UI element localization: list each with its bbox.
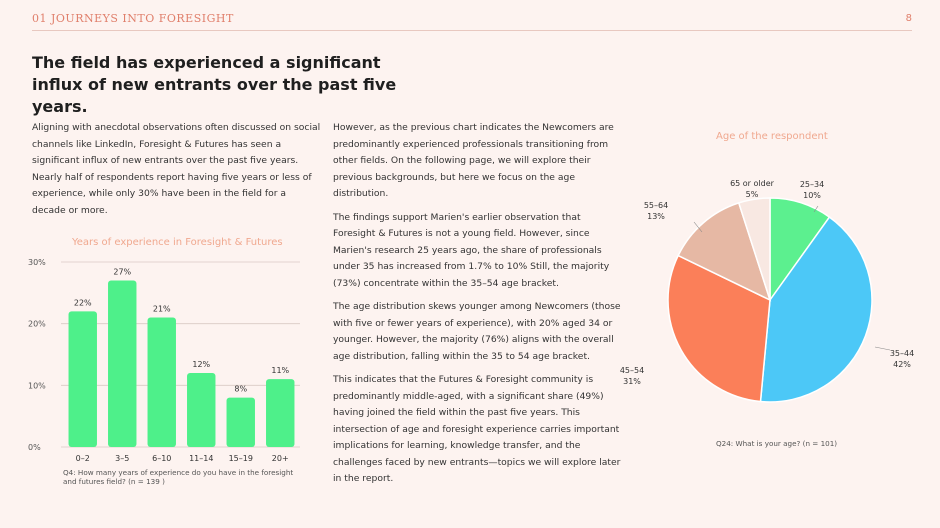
bar-ytick-label: 30% — [28, 258, 46, 267]
bar-chart-title: Years of experience in Foresight & Futur… — [72, 237, 283, 248]
pie-slice-label: 65 or older 5% — [730, 179, 775, 199]
bar-ytick-label: 0% — [28, 443, 41, 452]
pie-label-name: 25–34 — [800, 180, 824, 189]
pie-label-value: 31% — [623, 377, 641, 386]
pie-label-value: 13% — [647, 212, 665, 221]
middle-paragraph-3: The age distribution skews younger among… — [333, 301, 621, 362]
bar-category-label: 11–14 — [189, 454, 213, 463]
pie-slice-label: 45–54 31% — [620, 366, 644, 386]
pie-label-name: 65 or older — [730, 179, 775, 188]
pie-chart-title: Age of the respondent — [716, 131, 828, 142]
middle-paragraph-1: However, as the previous chart indicates… — [333, 122, 614, 199]
pie-slice-2 — [667, 254, 771, 403]
bar-0 — [68, 311, 97, 447]
bar-chart: 0% 10% 20% 30% 22% 0–2 27% 3–5 21% 6–10 12% 11–14 8%… — [28, 258, 300, 463]
section-label: 01 JOURNEYS INTO FORESIGHT — [32, 12, 234, 25]
page-headline: The field has experienced a significant … — [32, 53, 397, 116]
pie-label-name: 55–64 — [644, 201, 668, 210]
bar-value-label: 12% — [192, 360, 210, 369]
pie-chart-caption: Q24: What is your age? (n = 101) — [716, 439, 838, 448]
bar-3 — [187, 373, 216, 447]
bar-value-label: 21% — [153, 305, 171, 314]
page-number: 8 — [905, 13, 912, 24]
pie-leader-line — [874, 346, 891, 351]
bar-value-label: 8% — [234, 385, 247, 394]
bar-category-label: 0–2 — [76, 454, 90, 463]
bar-value-label: 27% — [113, 268, 131, 277]
bar-chart-caption: Q4: How many years of experience do you … — [63, 468, 294, 486]
pie-label-name: 45–54 — [620, 366, 644, 375]
pie-slice-label: 35–44 42% — [890, 349, 914, 369]
bar-ytick-label: 10% — [28, 381, 46, 390]
bar-4 — [226, 397, 255, 447]
bar-1 — [108, 280, 137, 447]
middle-paragraph-2: The findings support Marien's earlier ob… — [333, 211, 610, 289]
middle-column: However, as the previous chart indicates… — [333, 120, 623, 495]
middle-paragraph-4: This indicates that the Futures & Foresi… — [333, 374, 621, 484]
pie-slice-4 — [737, 197, 771, 301]
pie-leader-line — [813, 205, 819, 213]
bar-category-label: 15–19 — [229, 454, 253, 463]
bar-category-label: 6–10 — [152, 454, 171, 463]
pie-leader-line — [693, 221, 703, 233]
pie-chart: 25–34 10% 35–44 42% 45–54 31% 55–64 13% 65 or ol… — [620, 179, 914, 403]
pie-slice-label: 55–64 13% — [644, 201, 668, 221]
bar-value-label: 11% — [271, 366, 289, 375]
left-column: Aligning with anecdotal observations oft… — [32, 120, 322, 219]
pie-label-value: 10% — [803, 191, 821, 200]
pie-label-value: 42% — [893, 360, 911, 369]
bar-5 — [266, 379, 295, 447]
bar-ytick-label: 20% — [28, 320, 46, 329]
bar-value-label: 22% — [74, 298, 92, 307]
pie-slice-1 — [759, 216, 873, 403]
pie-label-value: 5% — [746, 190, 759, 199]
left-paragraph: Aligning with anecdotal observations oft… — [32, 122, 321, 216]
bar-category-label: 3–5 — [115, 454, 129, 463]
pie-slice-label: 25–34 10% — [800, 180, 824, 200]
bar-2 — [147, 317, 176, 447]
pie-slice-3 — [677, 201, 772, 302]
page-header: 01 JOURNEYS INTO FORESIGHT 8 — [32, 10, 912, 31]
pie-label-name: 35–44 — [890, 349, 914, 358]
bar-category-label: 20+ — [272, 454, 289, 463]
